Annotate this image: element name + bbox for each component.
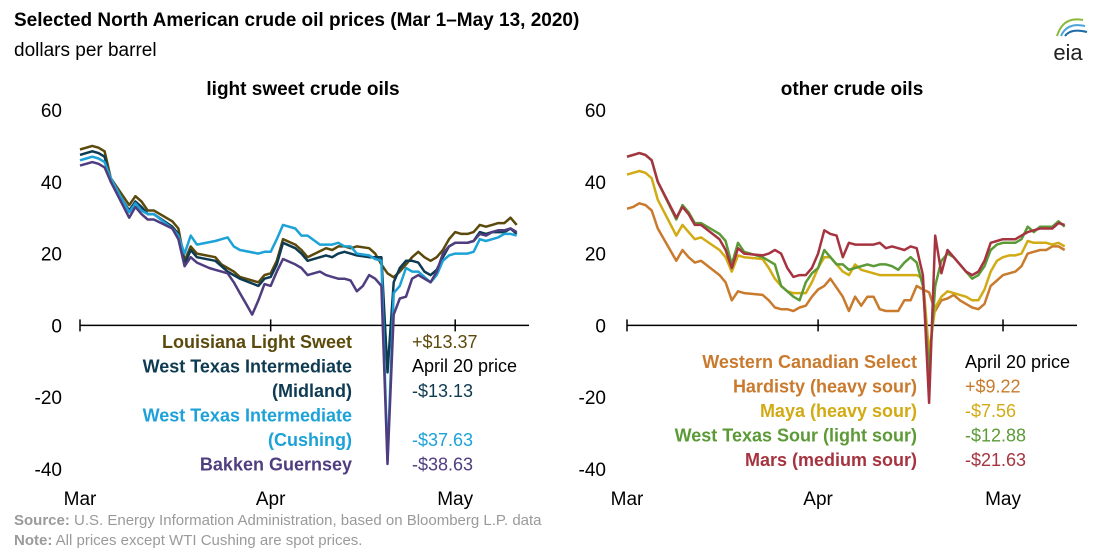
units-subtitle: dollars per barrel	[14, 40, 157, 61]
y-tick-label: -40	[579, 460, 606, 481]
y-tick-label: 20	[41, 245, 62, 266]
panel-title: light sweet crude oils	[206, 79, 399, 100]
series-line-bakken-guernsey	[79, 160, 518, 466]
note-text: All prices except WTI Cushing are spot p…	[52, 532, 363, 549]
legend-entry-west-texas-intermediate-midland: West Texas Intermediate	[143, 357, 352, 377]
series-line-louisiana-light-sweet	[79, 144, 518, 284]
x-tick-label: May	[985, 489, 1021, 510]
series-line-west-texas-sour-light-sour	[626, 151, 1066, 373]
panel-title: other crude oils	[781, 79, 924, 100]
price-header: April 20 price	[412, 356, 517, 376]
x-tick-label: Mar	[64, 489, 97, 510]
logo-text: eia	[1053, 40, 1083, 64]
legend-entry-mars-medium-sour: Mars (medium sour)	[745, 450, 917, 470]
y-tick-label: 60	[585, 101, 606, 122]
april20-price-west-texas-sour-light-sour: -$12.88	[965, 426, 1026, 446]
april20-price-mars-medium-sour: -$21.63	[965, 450, 1026, 470]
y-tick-label: -20	[579, 388, 606, 409]
source-note: Source: U.S. Energy Information Administ…	[14, 512, 542, 529]
x-tick-label: Mar	[611, 489, 644, 510]
series-line-maya-heavy-sour	[626, 169, 1066, 354]
y-tick-label: 40	[585, 173, 606, 194]
legend-entry-west-texas-intermediate-cushing: West Texas Intermediate	[143, 406, 352, 426]
legend-entry-west-texas-intermediate-midland: (Midland)	[272, 381, 352, 401]
legend-entry-west-texas-sour-light-sour: West Texas Sour (light sour)	[675, 426, 917, 446]
x-tick-label: Apr	[256, 489, 286, 510]
april20-price-maya-heavy-sour: -$7.56	[965, 401, 1016, 421]
y-tick-label: 60	[41, 101, 62, 122]
chart-title: Selected North American crude oil prices…	[14, 10, 580, 31]
y-tick-label: 0	[595, 316, 606, 337]
legend-entry-western-canadian-select-hardisty-heavy-sour: Hardisty (heavy sour)	[733, 377, 917, 397]
y-tick-label: -40	[35, 460, 62, 481]
x-tick-label: May	[437, 489, 473, 510]
y-tick-label: 0	[51, 316, 62, 337]
source-label: Source:	[14, 512, 70, 529]
y-tick-label: -20	[35, 388, 62, 409]
legend-entry-western-canadian-select-hardisty-heavy-sour: Western Canadian Select	[702, 352, 917, 372]
legend-entry-west-texas-intermediate-cushing: (Cushing)	[268, 430, 352, 450]
series-line-mars-medium-sour	[626, 151, 1066, 405]
footer-note: Note: All prices except WTI Cushing are …	[14, 532, 362, 549]
note-label: Note:	[14, 532, 53, 549]
april20-price-louisiana-light-sweet: +$13.37	[412, 332, 478, 352]
price-header: April 20 price	[965, 352, 1070, 372]
legend-entry-maya-heavy-sour: Maya (heavy sour)	[760, 401, 917, 421]
source-text: U.S. Energy Information Administration, …	[69, 512, 542, 529]
series-line-western-canadian-select-hardisty-heavy-sour	[626, 202, 1066, 313]
y-tick-label: 20	[585, 245, 606, 266]
eia-logo-icon: eia	[1053, 18, 1088, 64]
april20-price-west-texas-intermediate-cushing: -$37.63	[412, 430, 473, 450]
y-tick-label: 40	[41, 173, 62, 194]
legend-entry-louisiana-light-sweet: Louisiana Light Sweet	[162, 332, 352, 352]
april20-price-bakken-guernsey: -$38.63	[412, 455, 473, 475]
april20-price-western-canadian-select-hardisty-heavy-sour: +$9.22	[965, 377, 1021, 397]
legend-entry-bakken-guernsey: Bakken Guernsey	[200, 455, 352, 475]
series-line-west-texas-intermediate-cushing	[79, 155, 518, 462]
april20-price-west-texas-intermediate-midland: -$13.13	[412, 381, 473, 401]
x-tick-label: Apr	[803, 489, 833, 510]
